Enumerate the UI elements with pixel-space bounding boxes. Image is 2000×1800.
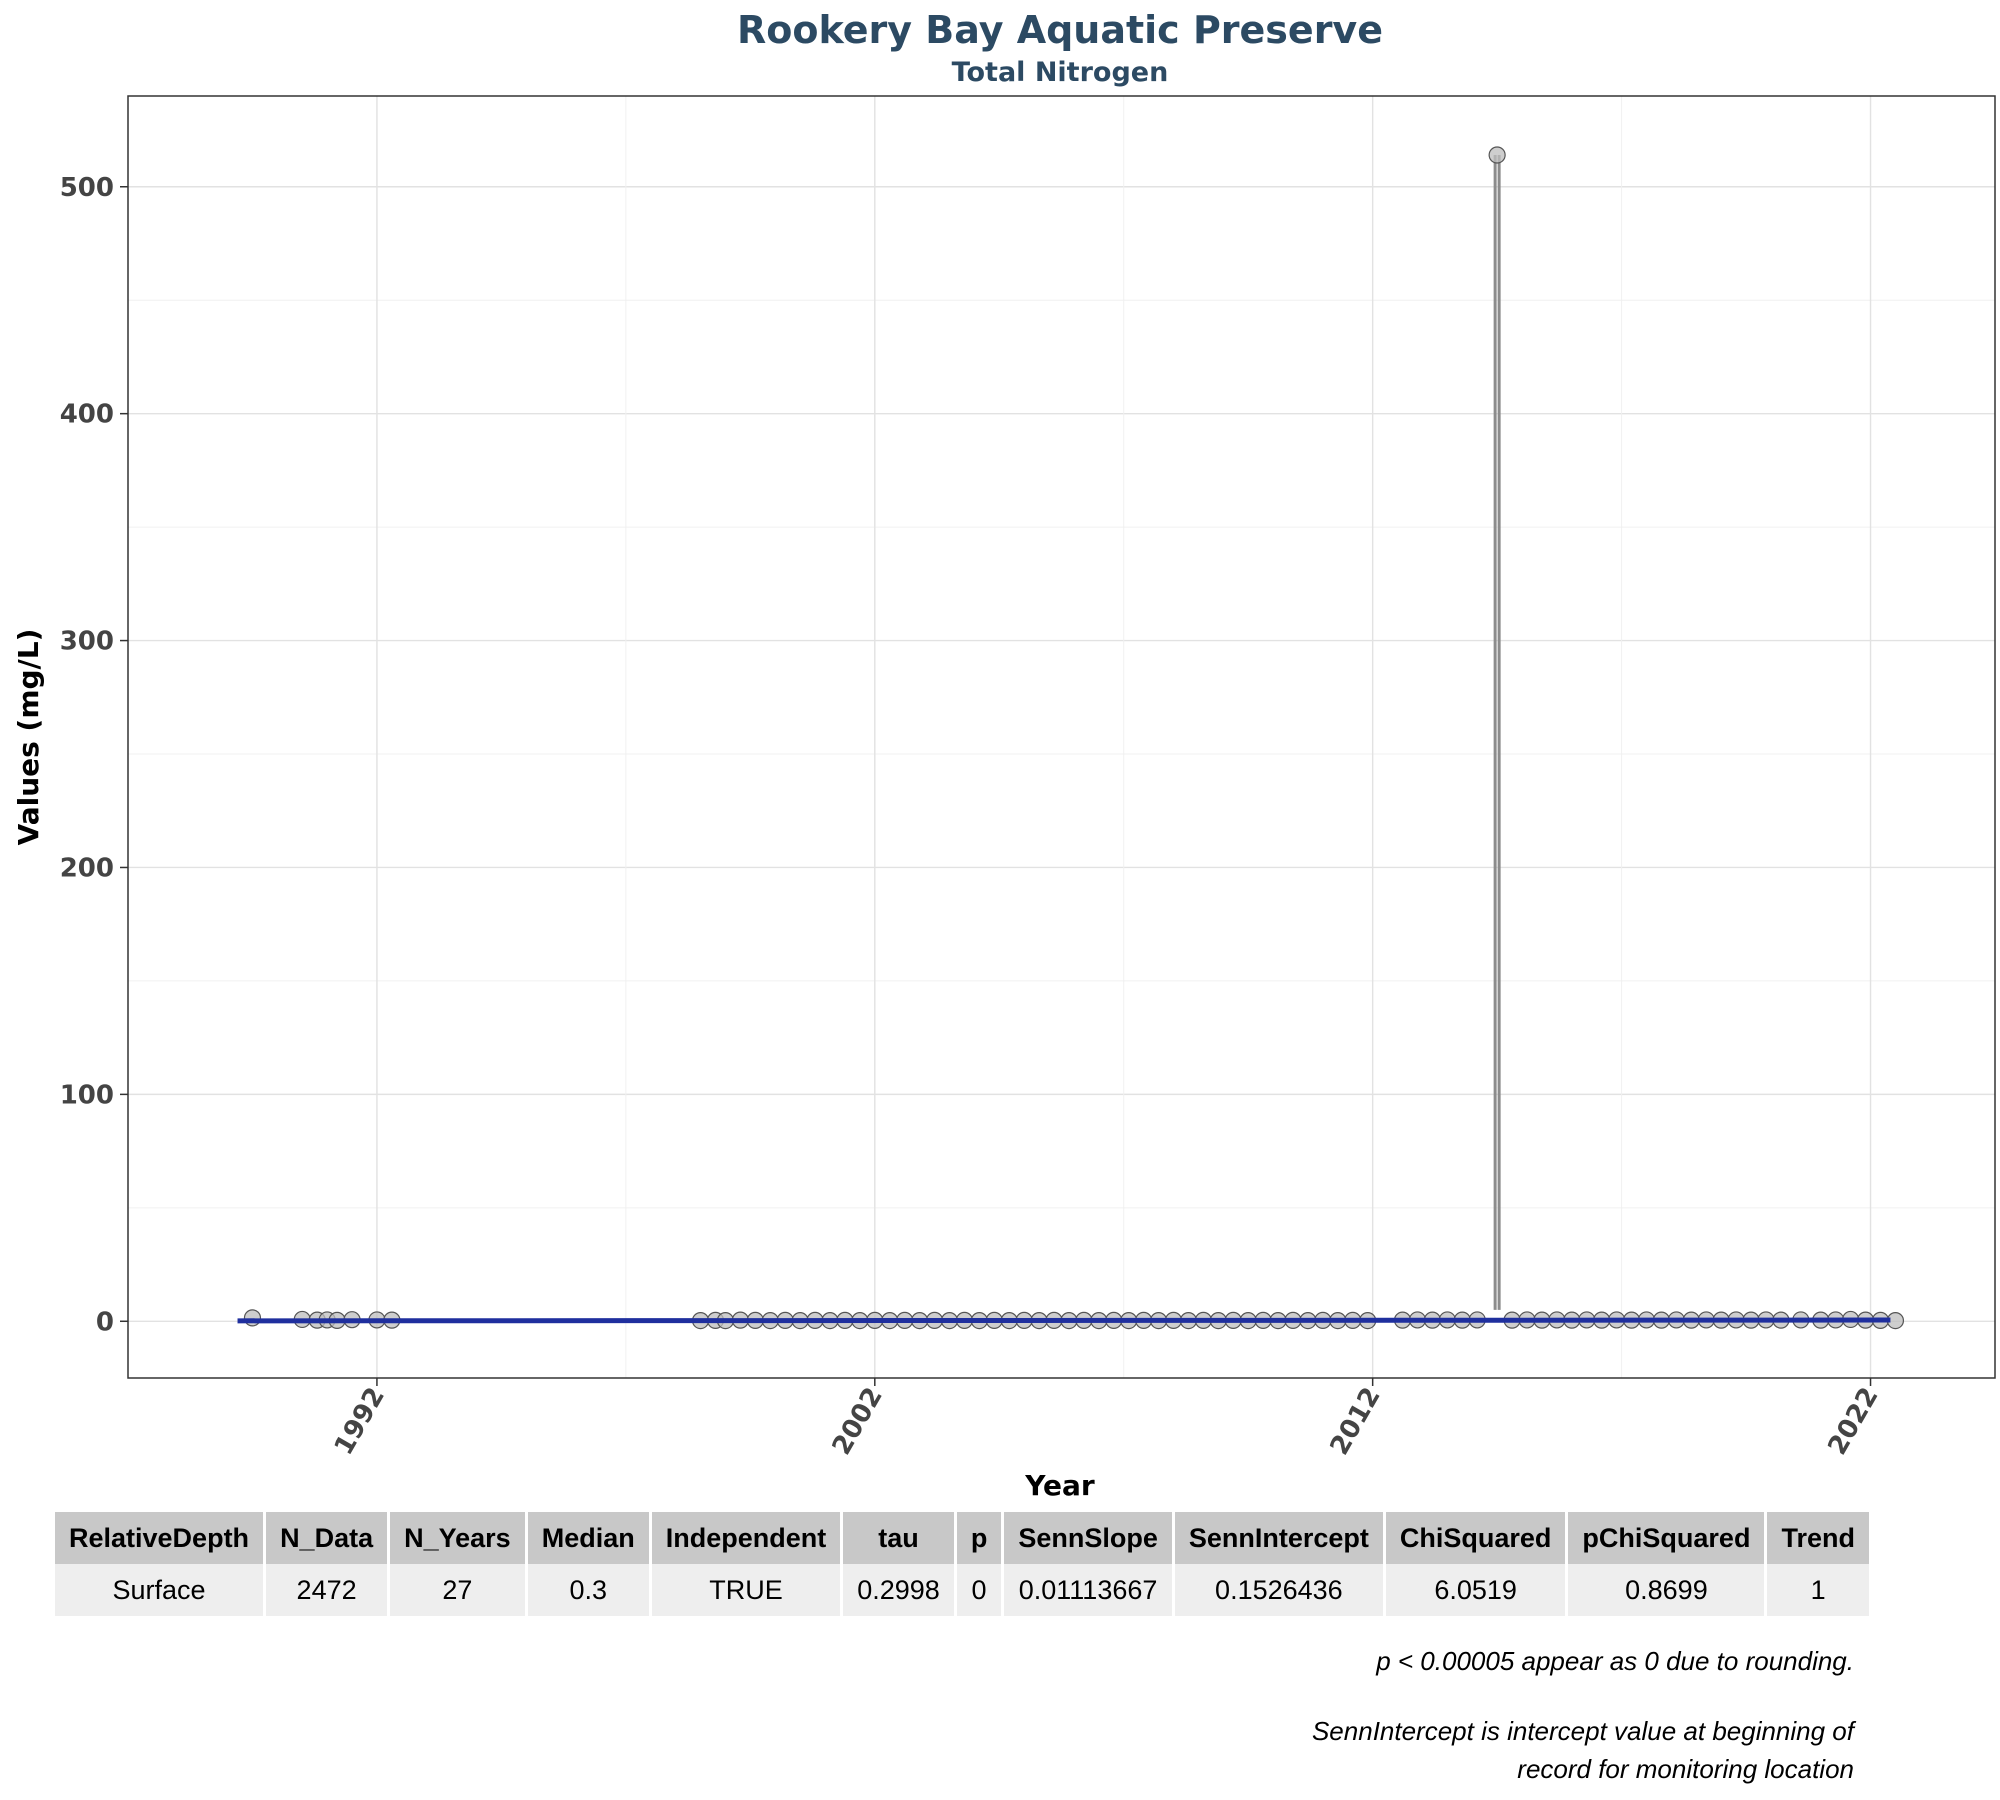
- chart-subtitle: Total Nitrogen: [952, 57, 1169, 88]
- table-cell: 0.1526436: [1174, 1564, 1383, 1616]
- table-header-cell: ChiSquared: [1385, 1512, 1566, 1564]
- table-header-cell: Trend: [1767, 1512, 1869, 1564]
- data-points: [243, 146, 1905, 1330]
- y-axis-ticks: 0 100 200 300 400 500: [60, 173, 128, 1337]
- table-header-row: RelativeDepth N_Data N_Years Median Inde…: [55, 1512, 1869, 1564]
- rounding-note: p < 0.00005 appear as 0 due to rounding.: [1376, 1646, 1854, 1676]
- table-header-cell: p: [956, 1512, 1002, 1564]
- table-cell: 0.3: [527, 1564, 649, 1616]
- table-header-cell: N_Data: [266, 1512, 388, 1564]
- table-header-cell: Independent: [651, 1512, 841, 1564]
- x-axis-label: Year: [1024, 1469, 1095, 1500]
- y-tick-label: 300: [60, 627, 114, 657]
- table-header-cell: tau: [843, 1512, 954, 1564]
- table-header-cell: Median: [527, 1512, 649, 1564]
- plot-panel: [127, 95, 1996, 1379]
- outlier-range-lines: [1493, 154, 1501, 1310]
- data-point: [243, 1309, 262, 1327]
- y-tick-label: 100: [60, 1080, 114, 1110]
- table-cell: 0.8699: [1568, 1564, 1765, 1616]
- table-header-cell: N_Years: [390, 1512, 525, 1564]
- y-tick-label: 500: [60, 173, 114, 203]
- table-cell: 27: [390, 1564, 525, 1616]
- table-header-cell: pChiSquared: [1568, 1512, 1765, 1564]
- table-cell: 6.0519: [1385, 1564, 1566, 1616]
- x-tick-label: 2002: [827, 1383, 889, 1461]
- data-point: [1488, 146, 1506, 164]
- grid: [127, 96, 1995, 1378]
- trend-line-group: [237, 1317, 1891, 1324]
- chart-title: Rookery Bay Aquatic Preserve: [737, 8, 1383, 52]
- table-cell: 0.01113667: [1004, 1564, 1172, 1616]
- table-cell: 2472: [266, 1564, 388, 1616]
- x-tick-label: 2022: [1822, 1383, 1884, 1461]
- table-header-cell: RelativeDepth: [55, 1512, 264, 1564]
- intercept-note-line2: record for monitoring location: [1517, 1754, 1854, 1784]
- y-tick-label: 400: [60, 400, 114, 430]
- trend-line: [237, 1317, 1891, 1324]
- stats-table: RelativeDepth N_Data N_Years Median Inde…: [52, 1512, 1872, 1616]
- table-row: Surface 2472 27 0.3 TRUE 0.2998 0 0.0111…: [55, 1564, 1869, 1616]
- y-tick-label: 200: [60, 853, 114, 883]
- x-tick-label: 1992: [329, 1383, 391, 1461]
- table-cell: 0: [956, 1564, 1002, 1616]
- table-header-cell: SennIntercept: [1174, 1512, 1383, 1564]
- chart: Rookery Bay Aquatic Preserve Total Nitro…: [12, 8, 1996, 1500]
- y-axis-label: Values (mg/L): [12, 629, 45, 846]
- x-axis-ticks: 1992 2002 2012 2022: [329, 1378, 1885, 1460]
- y-tick-label: 0: [96, 1307, 114, 1337]
- table-cell: 0.2998: [843, 1564, 954, 1616]
- table-cell: 1: [1767, 1564, 1869, 1616]
- table-header-cell: SennSlope: [1004, 1512, 1172, 1564]
- x-tick-label: 2012: [1325, 1383, 1387, 1461]
- intercept-note-line1: SennIntercept is intercept value at begi…: [1311, 1716, 1854, 1746]
- table-cell: TRUE: [651, 1564, 841, 1616]
- table-cell: Surface: [55, 1564, 264, 1616]
